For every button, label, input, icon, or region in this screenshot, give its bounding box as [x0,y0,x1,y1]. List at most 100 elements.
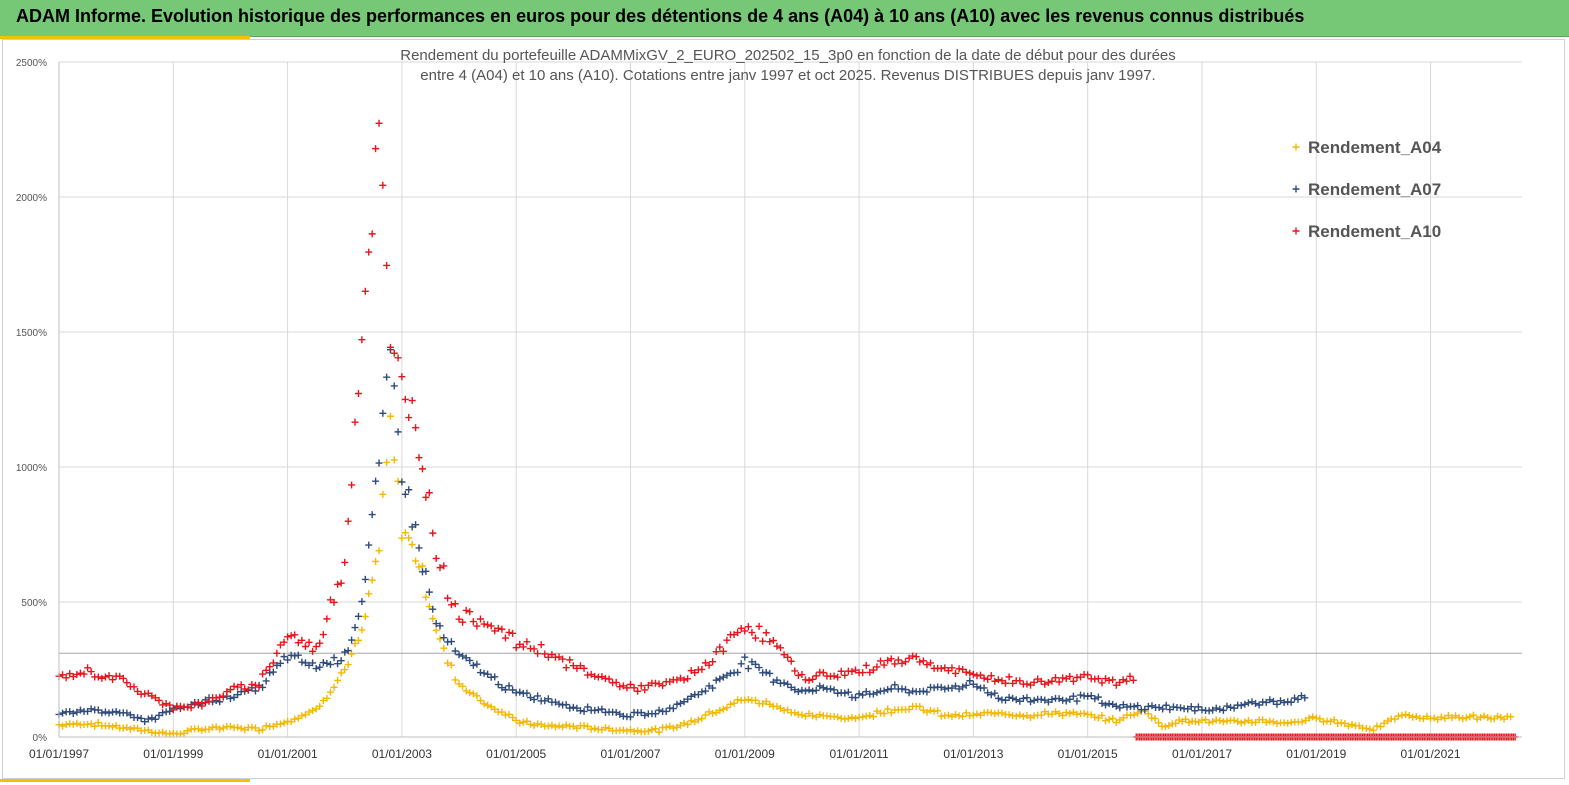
data-point-marker [1230,716,1238,724]
data-point-marker [505,682,513,690]
data-point-marker [1244,699,1252,707]
data-point-marker [69,673,77,681]
data-point-marker [1144,710,1152,718]
data-point-marker [869,666,877,674]
series-rendement-a04 [55,412,1515,738]
data-point-marker [948,713,956,721]
data-point-marker [927,706,935,714]
data-point-marker [372,477,380,485]
data-point-marker [432,620,440,628]
data-point-marker [919,687,927,695]
data-point-marker [598,705,606,713]
data-point-marker [1048,677,1056,685]
legend-entry: Rendement_A10 [1308,222,1441,241]
data-point-marker [816,711,824,719]
data-point-marker [962,668,970,676]
data-point-marker [159,709,167,717]
data-point-marker [805,676,813,684]
data-point-marker [1161,723,1169,731]
data-point-marker [180,729,188,737]
data-point-marker [459,652,467,660]
data-point-marker [1205,719,1213,727]
data-point-marker [469,661,477,669]
data-point-marker [212,723,220,731]
data-point-marker [555,653,563,661]
data-point-marker [291,631,299,639]
data-point-marker [969,711,977,719]
data-point-marker [1119,701,1127,709]
data-point-marker [927,659,935,667]
data-point-marker [1009,694,1017,702]
data-point-marker [798,686,806,694]
data-point-marker [440,644,448,652]
legend-marker [1292,185,1300,193]
data-point-marker [1209,706,1217,714]
y-tick-label: 2000% [16,193,47,204]
data-point-marker [791,667,799,675]
data-point-marker [422,493,430,501]
data-point-marker [251,681,259,689]
data-point-marker [719,673,727,681]
data-point-marker [126,711,134,719]
data-point-marker [94,719,102,727]
data-point-marker [1016,711,1024,719]
data-point-marker [1248,698,1256,706]
data-point-marker [834,673,842,681]
data-point-marker [991,710,999,718]
data-point-marker [637,682,645,690]
data-point-marker [891,681,899,689]
data-point-marker [105,722,113,730]
data-point-marker [1080,709,1088,717]
data-point-marker [712,709,720,717]
data-point-marker [973,710,981,718]
data-point-marker [751,660,759,668]
data-point-marker [591,672,599,680]
data-point-marker [1434,715,1442,723]
data-point-marker [905,689,913,697]
data-point-marker [1023,712,1031,720]
header-banner: ADAM Informe. Evolution historique des p… [0,0,1569,37]
data-point-marker [123,709,131,717]
data-point-marker [348,481,356,489]
data-point-marker [1327,718,1335,726]
data-point-marker [962,709,970,717]
data-point-marker [644,727,652,735]
data-point-marker [877,657,885,665]
data-point-marker [1134,702,1142,710]
data-point-marker [401,490,409,498]
data-point-marker [394,477,402,485]
data-point-marker [176,702,184,710]
data-point-marker [1402,711,1410,719]
data-point-marker [476,615,484,623]
data-point-marker [902,658,910,666]
data-point-marker [1184,705,1192,713]
data-point-marker [466,608,474,616]
data-point-marker [415,454,423,462]
data-point-marker [1123,677,1131,685]
data-point-marker [576,662,584,670]
data-point-marker [941,664,949,672]
data-point-marker [1319,718,1327,726]
data-point-marker [358,626,366,634]
data-point-marker [1273,700,1281,708]
data-point-marker [848,713,856,721]
data-point-marker [1409,713,1417,721]
data-point-marker [248,723,256,731]
data-point-marker [984,675,992,683]
data-point-marker [487,622,495,630]
data-point-marker [1480,712,1488,720]
data-point-marker [830,686,838,694]
data-point-marker [298,712,306,720]
data-point-marker [323,659,331,667]
data-point-marker [337,579,345,587]
data-point-marker [1102,717,1110,725]
data-point-marker [198,726,206,734]
x-tick-label: 01/01/2009 [715,747,775,761]
data-point-marker [916,702,924,710]
data-point-marker [266,669,274,677]
data-point-marker [766,669,774,677]
data-point-marker [159,728,167,736]
data-point-marker [659,682,667,690]
data-point-marker [1377,723,1385,731]
data-point-marker [112,708,120,716]
